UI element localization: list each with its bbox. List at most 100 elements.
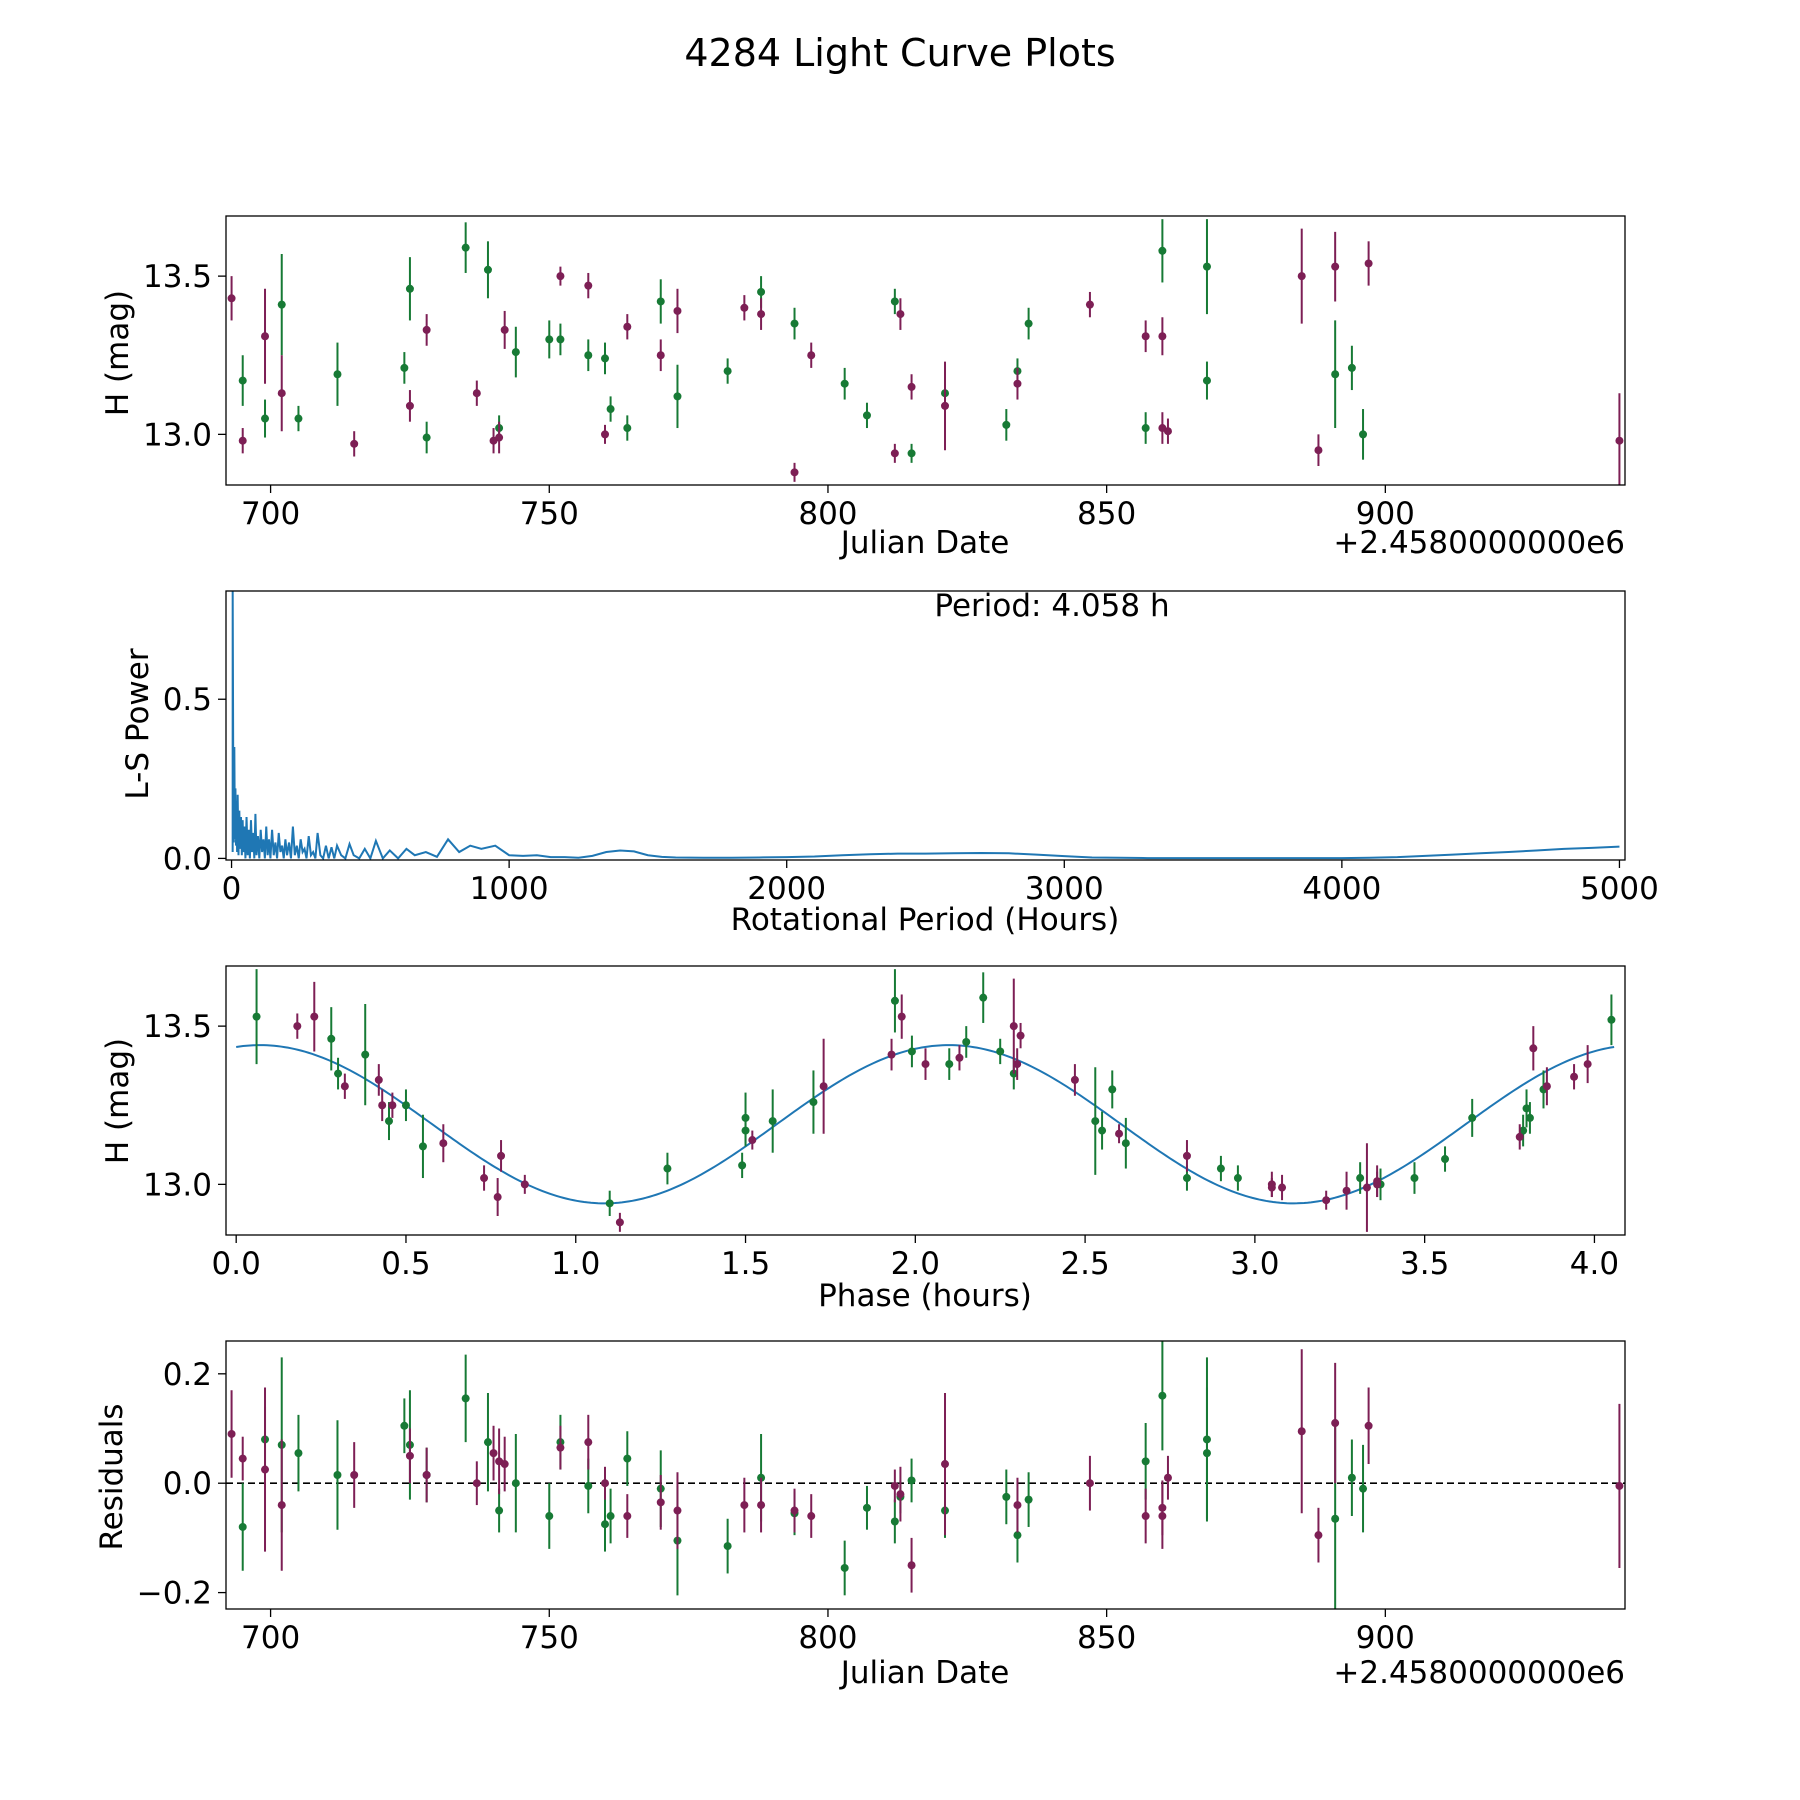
- residuals-xlabel: Julian Date: [839, 1655, 1010, 1691]
- phased-x-tick-label: 2.0: [891, 1246, 940, 1282]
- purple-data-point: [500, 1460, 509, 1469]
- lightcurve-x-tick-label: 850: [1077, 496, 1136, 532]
- green-data-point: [1158, 246, 1167, 255]
- green-data-point: [790, 319, 799, 328]
- green-data-point: [723, 1542, 732, 1551]
- panel-phased: Phase (hours) H (mag): [100, 1038, 1032, 1314]
- model-fit-curve: [236, 1044, 1615, 1205]
- green-data-point: [757, 287, 766, 296]
- purple-data-point: [955, 1053, 964, 1062]
- purple-data-point: [489, 1449, 498, 1458]
- green-data-point: [400, 1421, 409, 1430]
- purple-data-point: [890, 1481, 899, 1490]
- green-data-point: [1121, 1139, 1130, 1148]
- purple-data-point: [907, 1561, 916, 1570]
- green-data-point: [1202, 376, 1211, 385]
- purple-data-point: [350, 439, 359, 448]
- purple-data-point: [819, 1082, 828, 1091]
- green-data-point: [1519, 1126, 1528, 1135]
- purple-data-point: [1297, 1427, 1306, 1436]
- lightcurve-y-tick-label: 13.5: [143, 259, 212, 295]
- purple-data-point: [740, 303, 749, 312]
- green-data-point: [252, 1012, 261, 1021]
- purple-data-point: [1163, 1473, 1172, 1482]
- green-data-point: [1091, 1117, 1100, 1126]
- green-data-point: [907, 1047, 916, 1056]
- green-data-point: [461, 243, 470, 252]
- purple-data-point: [480, 1174, 489, 1183]
- green-data-point: [1331, 1514, 1340, 1523]
- purple-data-point: [1267, 1183, 1276, 1192]
- green-data-point: [979, 993, 988, 1002]
- green-data-point: [862, 411, 871, 420]
- purple-data-point: [740, 1501, 749, 1510]
- purple-data-point: [1331, 262, 1340, 271]
- phased-y-tick-label: 13.5: [143, 1009, 212, 1045]
- lightcurve-x-tick-label: 700: [241, 496, 300, 532]
- purple-data-point: [897, 1012, 906, 1021]
- purple-data-point: [261, 1465, 270, 1474]
- green-data-point: [418, 1142, 427, 1151]
- phased-x-tick-label: 1.0: [551, 1246, 600, 1282]
- green-data-point: [277, 300, 286, 309]
- green-data-point: [327, 1034, 336, 1043]
- purple-data-point: [1070, 1075, 1079, 1084]
- green-data-point: [584, 351, 593, 360]
- purple-data-point: [790, 468, 799, 477]
- purple-data-point: [1158, 332, 1167, 341]
- green-data-point: [601, 354, 610, 363]
- green-data-point: [384, 1117, 393, 1126]
- lightcurve-xlabel: Julian Date: [839, 525, 1010, 561]
- phased-x-tick-label: 2.5: [1060, 1246, 1109, 1282]
- lightcurve-axes-frame: [225, 215, 1626, 486]
- period-annotation: Period: 4.058 h: [934, 588, 1169, 624]
- periodogram-layer: 0 1000 2000 3000 4000 5000 0.0 0.5: [163, 590, 1659, 907]
- green-data-point: [1347, 363, 1356, 372]
- purple-data-point: [656, 351, 665, 360]
- purple-data-point: [1364, 1421, 1373, 1430]
- purple-data-point: [1342, 1186, 1351, 1195]
- purple-data-point: [1373, 1180, 1382, 1189]
- purple-data-point: [790, 1506, 799, 1515]
- purple-data-point: [623, 1512, 632, 1521]
- purple-data-point: [1515, 1132, 1524, 1141]
- green-data-point: [1607, 1015, 1616, 1024]
- lightcurve-x-offset: +2.4580000000e6: [1333, 525, 1625, 561]
- green-data-point: [741, 1113, 750, 1122]
- purple-data-point: [615, 1218, 624, 1227]
- purple-data-point: [350, 1471, 359, 1479]
- green-data-point: [768, 1117, 777, 1126]
- purple-data-point: [890, 449, 899, 458]
- purple-data-point: [493, 1193, 502, 1202]
- purple-data-point: [238, 1454, 247, 1463]
- purple-data-point: [601, 430, 610, 439]
- purple-data-point: [1085, 300, 1094, 309]
- residuals-plot-area: [226, 1341, 1625, 1609]
- green-data-point: [840, 1563, 849, 1572]
- purple-data-point: [921, 1060, 930, 1069]
- purple-data-point: [673, 306, 682, 315]
- purple-data-point: [472, 389, 481, 398]
- green-data-point: [656, 297, 665, 306]
- green-data-point: [1024, 319, 1033, 328]
- lightcurve-x-tick-label: 900: [1356, 496, 1415, 532]
- purple-data-point: [261, 332, 270, 341]
- green-data-point: [461, 1394, 470, 1403]
- purple-data-point: [1314, 446, 1323, 455]
- green-data-point: [238, 1522, 247, 1531]
- green-data-point: [1233, 1174, 1242, 1183]
- green-data-point: [294, 1449, 303, 1458]
- green-data-point: [556, 335, 565, 344]
- periodogram-plot-area: [231, 591, 1620, 860]
- panel-lightcurve: Julian Date H (mag) +2.4580000000e6: [100, 290, 1625, 561]
- green-data-point: [1202, 262, 1211, 271]
- purple-data-point: [405, 1451, 414, 1460]
- purple-data-point: [422, 325, 431, 334]
- purple-data-point: [1322, 1196, 1331, 1205]
- purple-data-point: [1141, 1512, 1150, 1521]
- purple-data-point: [1615, 1481, 1624, 1490]
- purple-data-point: [405, 401, 414, 410]
- green-data-point: [623, 1454, 632, 1463]
- green-data-point: [334, 1069, 343, 1078]
- lightcurve-x-tick-label: 800: [798, 496, 857, 532]
